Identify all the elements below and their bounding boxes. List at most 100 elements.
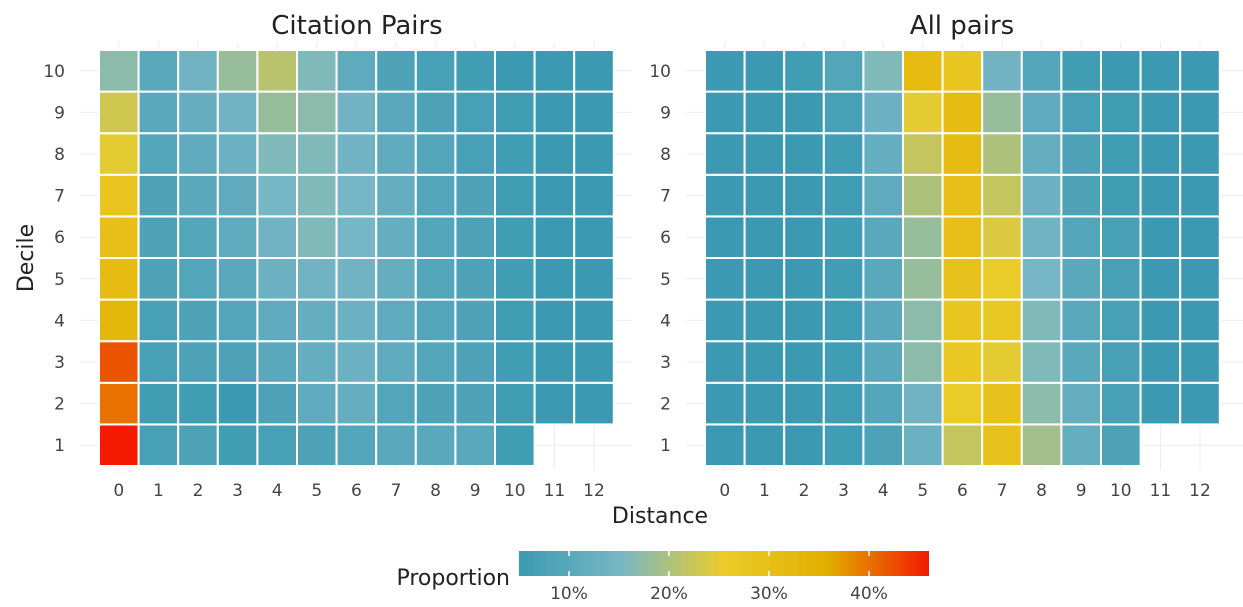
panel-cells	[704, 49, 1221, 467]
x-axis-title: Distance	[612, 504, 708, 529]
heatmap-cell	[822, 173, 865, 218]
heatmap-cell	[822, 340, 865, 384]
heatmap-cell	[941, 173, 984, 218]
legend-tick-label: 10%	[550, 584, 588, 604]
heatmap-cell	[1139, 340, 1182, 384]
heatmap-cell	[414, 298, 457, 343]
heatmap-cell	[137, 257, 180, 301]
heatmap-cell	[1060, 381, 1103, 426]
heatmap-cell	[256, 215, 298, 259]
heatmap-cell	[862, 132, 905, 176]
heatmap-cell	[1020, 381, 1063, 426]
heatmap-cell	[256, 381, 298, 426]
heatmap-cell	[783, 49, 825, 93]
heatmap-cell	[1020, 257, 1063, 301]
heatmap-cell	[1100, 340, 1142, 384]
heatmap-cell	[704, 90, 746, 135]
x-tick-label: 7	[391, 481, 402, 501]
heatmap-cell	[98, 173, 140, 218]
heatmap-cell	[216, 381, 259, 426]
heatmap-cell	[981, 215, 1023, 259]
heatmap-cell	[256, 173, 298, 218]
heatmap-cell	[822, 298, 865, 343]
x-tick-label: 4	[272, 481, 283, 501]
heatmap-cell	[98, 215, 140, 259]
heatmap-cell	[862, 49, 905, 93]
heatmap-cell	[1179, 173, 1221, 218]
heatmap-cell	[1179, 257, 1221, 301]
heatmap-cell	[981, 90, 1023, 135]
x-tick-labels: 0 1 2 3 4 5 6 7 8 9 10 11 12	[719, 481, 1210, 501]
y-tick-label: 4	[660, 311, 671, 331]
legend-title: Proportion	[396, 566, 510, 591]
heatmap-cell	[862, 90, 905, 135]
heatmap-cell	[783, 215, 825, 259]
heatmap-cell	[573, 381, 615, 426]
heatmap-cell	[533, 340, 576, 384]
x-tick-label: 12	[1189, 481, 1211, 501]
heatmap-cell	[941, 340, 984, 384]
heatmap-cell	[1020, 49, 1063, 93]
heatmap-cell	[454, 298, 496, 343]
heatmap-cell	[454, 132, 496, 176]
heatmap-cell	[494, 298, 536, 343]
heatmap-cell	[902, 215, 944, 259]
heatmap-cell	[414, 173, 457, 218]
heatmap-cell	[256, 340, 298, 384]
heatmap-cell	[941, 257, 984, 301]
heatmap-cell	[375, 173, 417, 218]
y-tick-label: 1	[660, 436, 671, 456]
heatmap-cell	[177, 173, 219, 218]
y-tick-label: 2	[660, 395, 671, 415]
heatmap-cell	[454, 90, 496, 135]
y-tick-label: 3	[54, 353, 65, 373]
x-tick-label: 11	[1150, 481, 1172, 501]
heatmap-cell	[137, 423, 180, 467]
x-tick-label: 0	[113, 481, 124, 501]
heatmap-cell	[533, 90, 576, 135]
heatmap-cell	[137, 215, 180, 259]
heatmap-cell	[941, 49, 984, 93]
heatmap-cell	[256, 298, 298, 343]
y-tick-label: 5	[660, 270, 671, 290]
heatmap-cell	[494, 173, 536, 218]
panel-title: All pairs	[910, 11, 1014, 41]
legend-tick-label: 20%	[650, 584, 688, 604]
heatmap-cell	[981, 298, 1023, 343]
heatmap-cell	[256, 423, 298, 467]
heatmap-cell	[981, 132, 1023, 176]
heatmap-cell	[573, 298, 615, 343]
heatmap-cell	[573, 132, 615, 176]
heatmap-cell	[414, 381, 457, 426]
heatmap-cell	[573, 173, 615, 218]
heatmap-cell	[454, 49, 496, 93]
heatmap-cell	[216, 173, 259, 218]
heatmap-cell	[454, 215, 496, 259]
x-tick-label: 8	[1036, 481, 1047, 501]
heatmap-cell	[137, 298, 180, 343]
heatmap-cell	[177, 49, 219, 93]
heatmap-cell	[1179, 49, 1221, 93]
heatmap-cell	[1060, 49, 1103, 93]
heatmap-cell	[862, 340, 905, 384]
heatmap-cell	[704, 257, 746, 301]
heatmap-cell	[1100, 257, 1142, 301]
heatmap-cell	[1060, 340, 1103, 384]
y-tick-label: 2	[54, 395, 65, 415]
heatmap-cell	[862, 257, 905, 301]
heatmap-cell	[1100, 423, 1142, 467]
heatmap-cell	[216, 215, 259, 259]
heatmap-cell	[216, 257, 259, 301]
heatmap-cell	[375, 90, 417, 135]
x-tick-label: 5	[917, 481, 928, 501]
x-tick-label: 6	[351, 481, 362, 501]
x-tick-label: 7	[997, 481, 1008, 501]
heatmap-cell	[1179, 298, 1221, 343]
color-legend: Proportion 10% 20% 30% 40%	[396, 551, 929, 604]
legend-ticks: 10% 20% 30% 40%	[550, 551, 888, 604]
heatmap-cell	[494, 49, 536, 93]
y-tick-label: 8	[660, 145, 671, 165]
heatmap-cell	[862, 298, 905, 343]
heatmap-cell	[743, 298, 786, 343]
heatmap-cell	[783, 132, 825, 176]
